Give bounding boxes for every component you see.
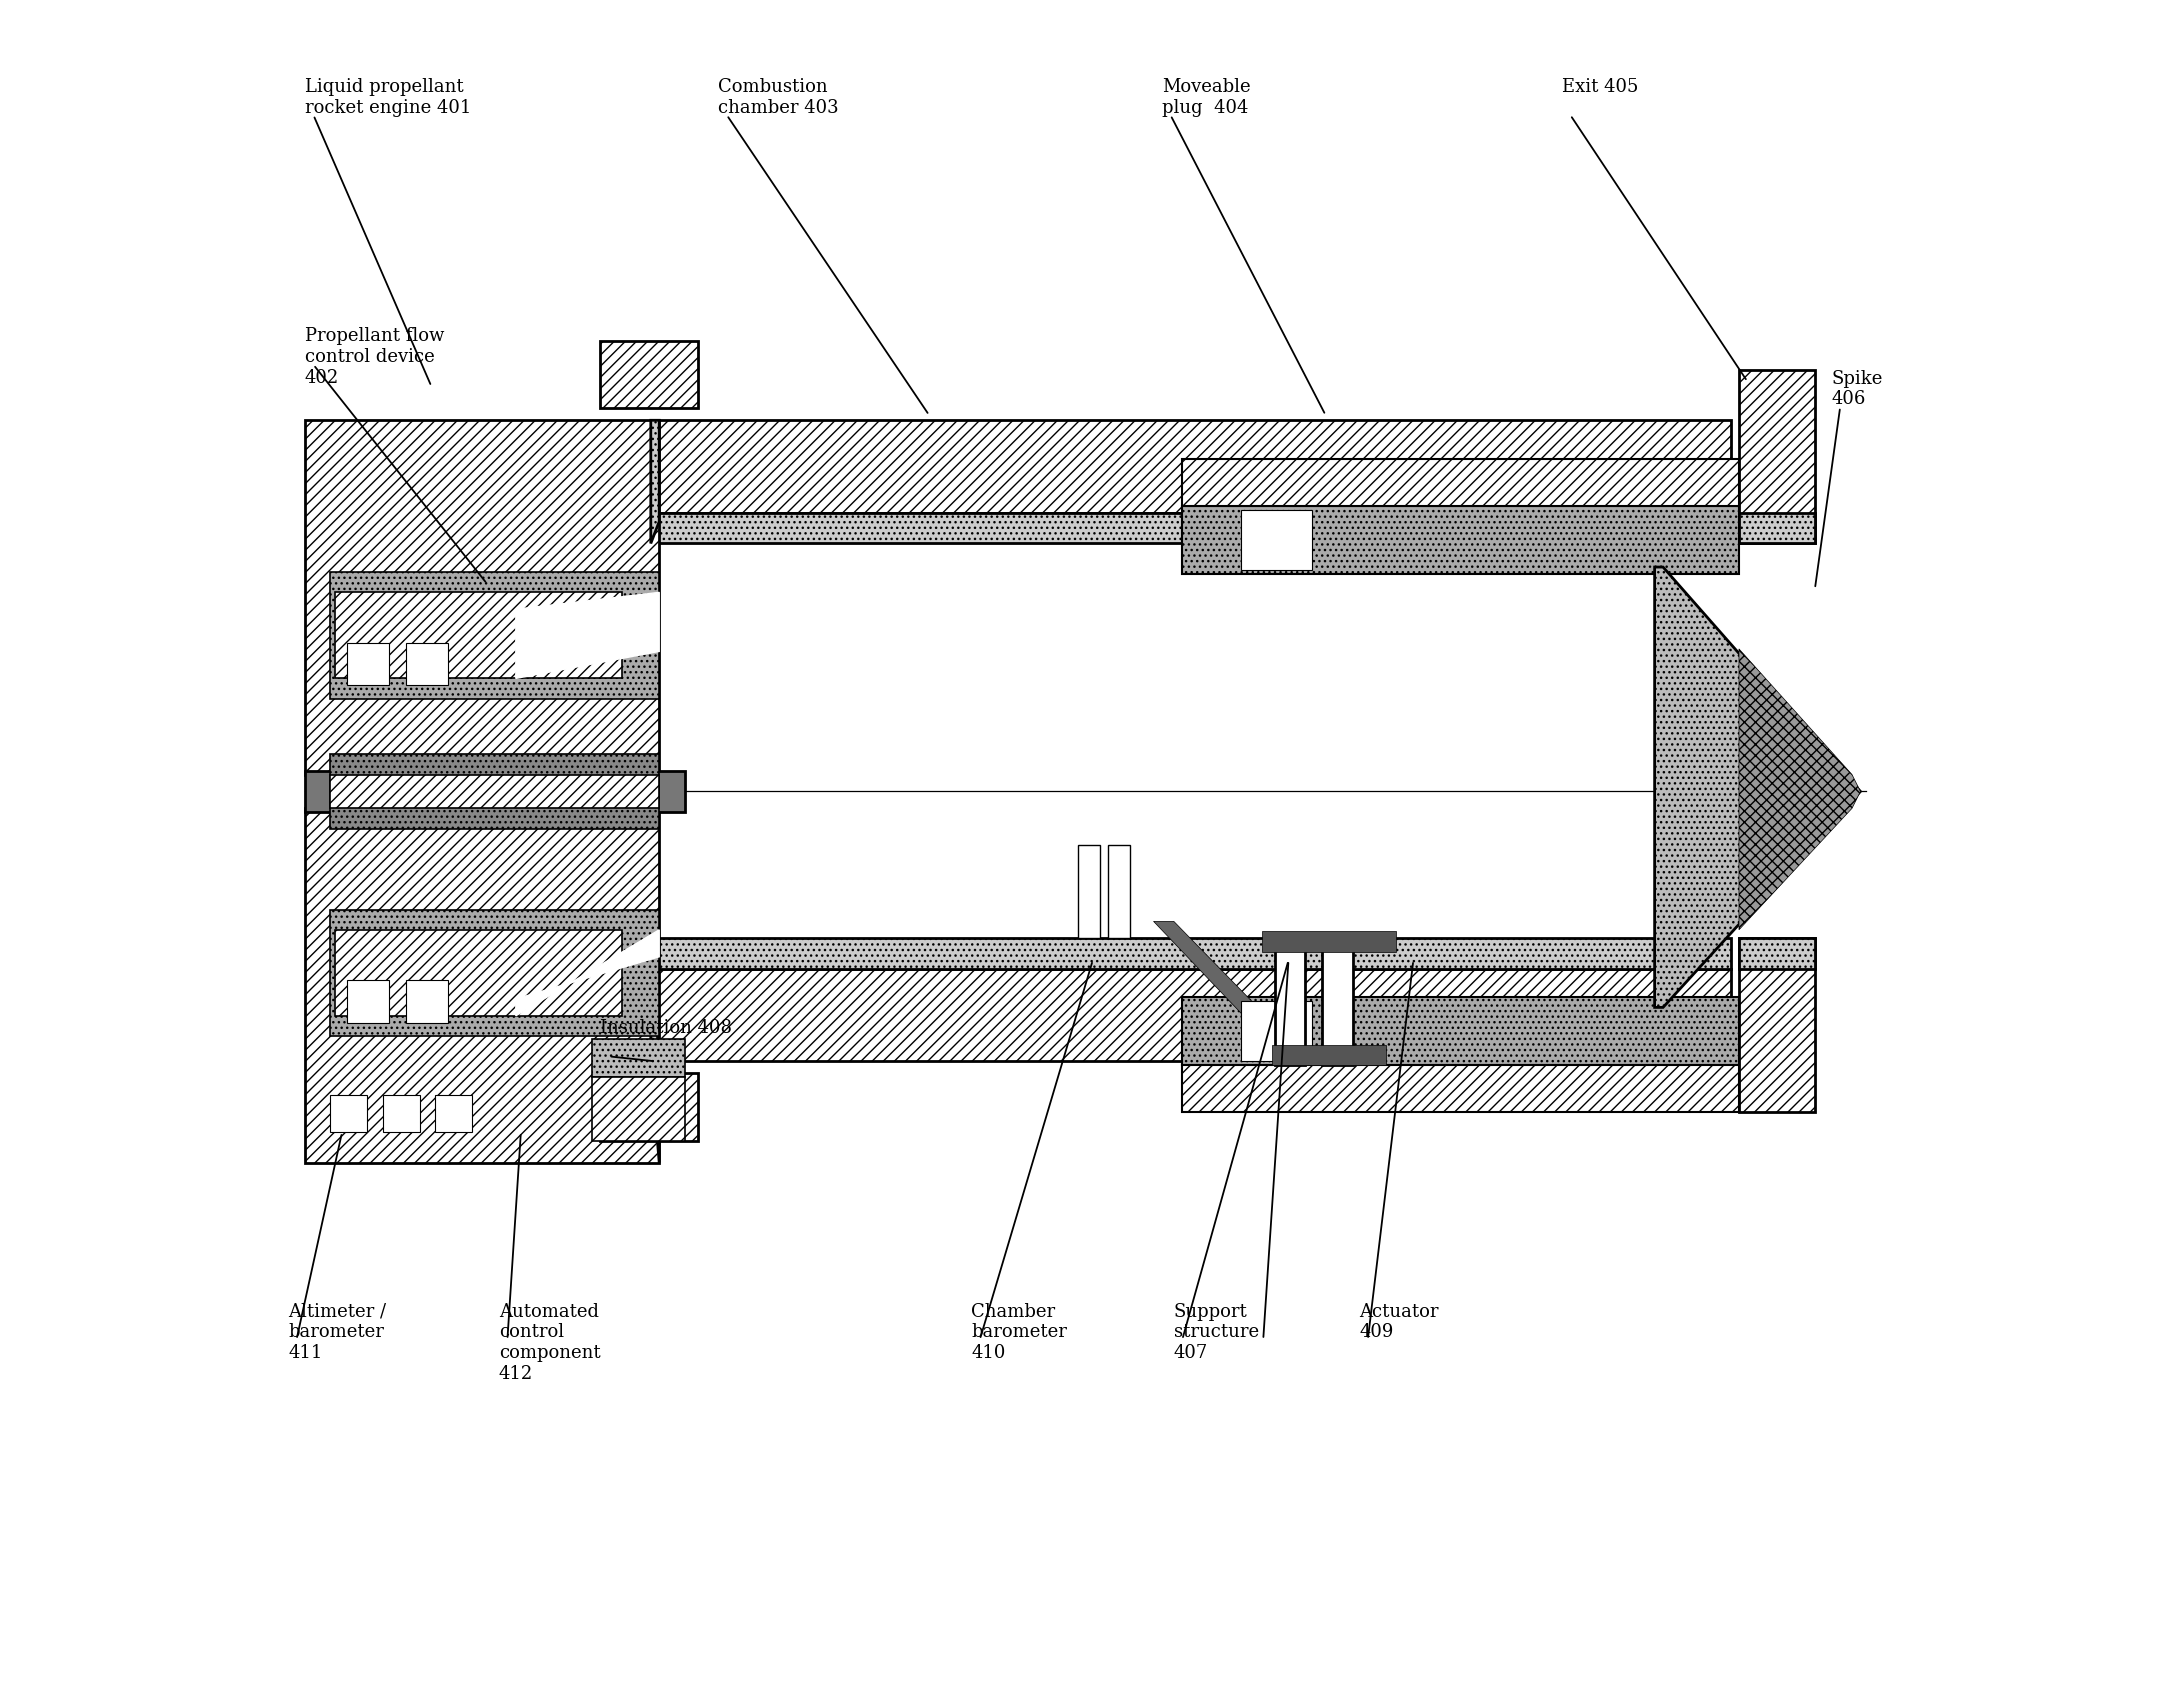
Bar xyxy=(348,643,389,686)
Bar xyxy=(651,968,1730,1061)
Bar xyxy=(1323,939,1353,1065)
Bar xyxy=(348,980,389,1022)
Text: Chamber
barometer
410: Chamber barometer 410 xyxy=(971,1303,1068,1363)
Bar xyxy=(406,980,448,1022)
Text: Automated
control
component
412: Automated control component 412 xyxy=(499,1303,601,1383)
Bar xyxy=(601,340,698,408)
Text: Propellant flow
control device
402: Propellant flow control device 402 xyxy=(305,328,445,388)
Polygon shape xyxy=(651,939,659,1162)
Bar xyxy=(601,1073,698,1141)
Bar xyxy=(1260,932,1397,953)
Text: Spike
406: Spike 406 xyxy=(1831,369,1883,408)
Bar xyxy=(331,572,659,699)
Bar xyxy=(1241,510,1312,570)
Bar xyxy=(305,771,685,811)
Polygon shape xyxy=(1155,922,1314,1065)
Bar xyxy=(651,939,1730,968)
Bar xyxy=(435,1095,471,1133)
Bar xyxy=(1271,1044,1386,1065)
Bar xyxy=(305,808,659,1162)
Bar xyxy=(335,930,623,1015)
Text: Insulation 408: Insulation 408 xyxy=(601,1019,733,1038)
Polygon shape xyxy=(1654,566,1861,1007)
Bar xyxy=(1183,507,1738,573)
Text: Actuator
409: Actuator 409 xyxy=(1360,1303,1440,1342)
Bar xyxy=(335,592,623,679)
Bar xyxy=(383,1095,419,1133)
Bar xyxy=(305,420,659,774)
Bar xyxy=(651,420,1730,514)
Polygon shape xyxy=(651,420,659,543)
Text: Liquid propellant
rocket engine 401: Liquid propellant rocket engine 401 xyxy=(305,78,471,117)
Bar xyxy=(1183,1065,1738,1112)
Text: Support
structure
407: Support structure 407 xyxy=(1174,1303,1258,1363)
Bar xyxy=(331,1095,368,1133)
Bar xyxy=(651,514,1730,543)
Bar xyxy=(331,774,659,808)
Text: Combustion
chamber 403: Combustion chamber 403 xyxy=(718,78,839,117)
Bar xyxy=(331,754,659,828)
Text: Exit 405: Exit 405 xyxy=(1561,78,1639,95)
Bar xyxy=(1077,845,1100,939)
Polygon shape xyxy=(1738,939,1814,1112)
Bar xyxy=(331,910,659,1036)
Text: Altimeter /
barometer
411: Altimeter / barometer 411 xyxy=(288,1303,387,1363)
Polygon shape xyxy=(1738,514,1814,543)
Bar xyxy=(1183,997,1738,1065)
Polygon shape xyxy=(517,930,659,1015)
Polygon shape xyxy=(1738,648,1861,930)
Polygon shape xyxy=(1738,369,1814,543)
Bar xyxy=(592,1039,685,1077)
Bar xyxy=(406,643,448,686)
Bar xyxy=(1107,845,1131,939)
Bar xyxy=(1183,459,1738,507)
Polygon shape xyxy=(1738,939,1814,968)
Bar xyxy=(1241,1000,1312,1061)
Bar xyxy=(1276,939,1306,1065)
Text: Moveable
plug  404: Moveable plug 404 xyxy=(1161,78,1250,117)
Polygon shape xyxy=(517,592,659,679)
Bar xyxy=(592,1077,685,1141)
